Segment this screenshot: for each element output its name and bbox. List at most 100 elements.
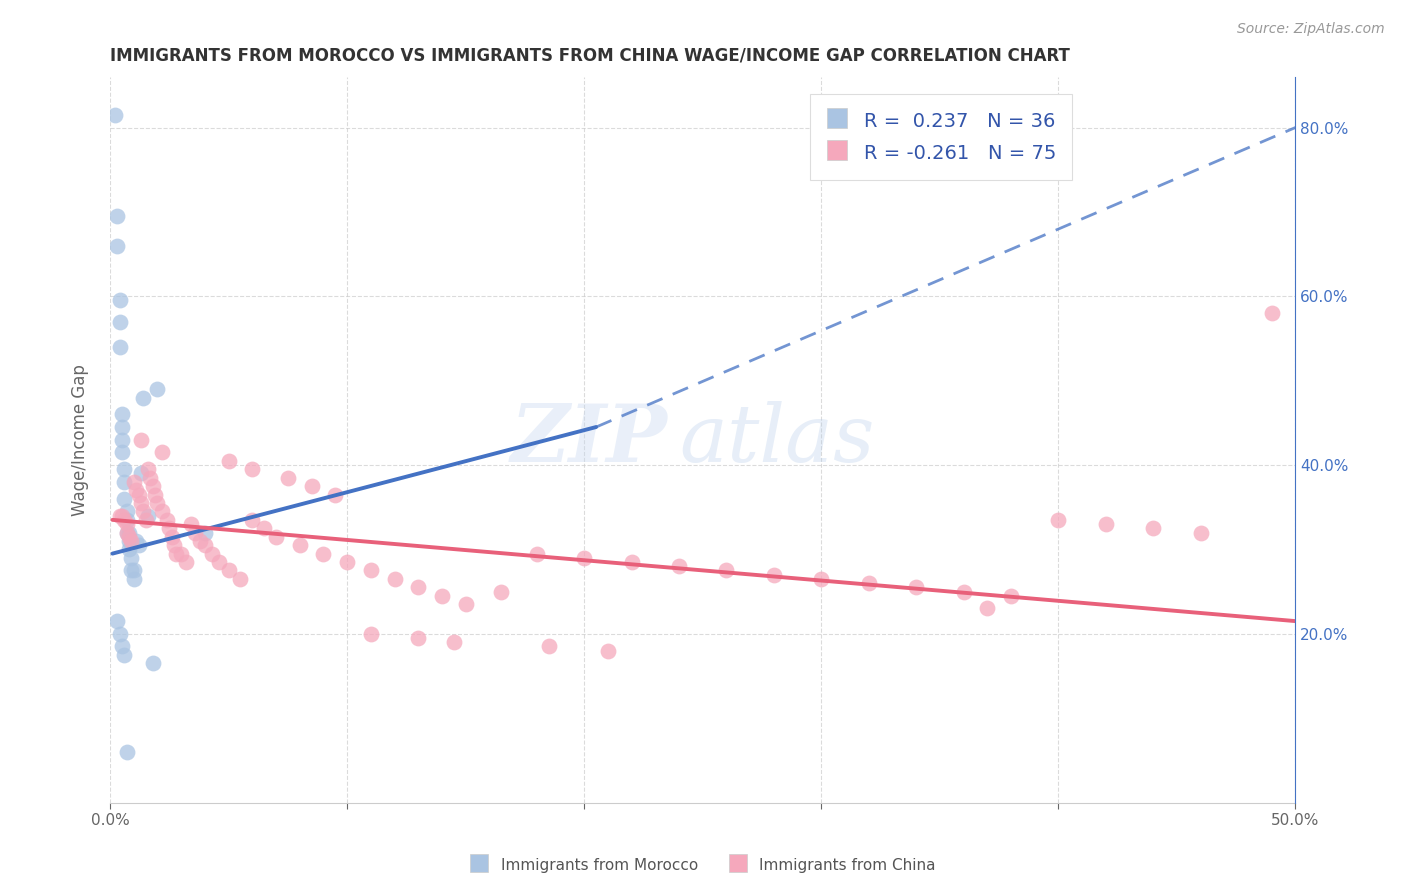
Point — [118, 530, 141, 544]
Point — [312, 547, 335, 561]
Point — [150, 504, 173, 518]
Point — [108, 340, 131, 354]
Point — [118, 525, 141, 540]
Text: IMMIGRANTS FROM MOROCCO VS IMMIGRANTS FROM CHINA WAGE/INCOME GAP CORRELATION CHA: IMMIGRANTS FROM MOROCCO VS IMMIGRANTS FR… — [110, 46, 1070, 64]
Point — [115, 525, 138, 540]
Point — [406, 631, 429, 645]
Point — [537, 640, 560, 654]
Point — [115, 513, 138, 527]
Point — [150, 445, 173, 459]
Point — [115, 517, 138, 532]
Point — [526, 547, 548, 561]
Point — [111, 433, 134, 447]
Point — [132, 391, 155, 405]
Point — [264, 530, 287, 544]
Point — [360, 627, 382, 641]
Point — [122, 572, 145, 586]
Point — [596, 643, 619, 657]
Point — [108, 293, 131, 308]
Point — [156, 513, 179, 527]
Point — [288, 538, 311, 552]
Point — [336, 555, 359, 569]
Point — [120, 550, 142, 565]
Point — [115, 504, 138, 518]
Point — [406, 580, 429, 594]
Point — [112, 648, 135, 662]
Point — [157, 521, 180, 535]
Point — [1261, 306, 1284, 320]
Point — [952, 584, 974, 599]
Point — [240, 513, 263, 527]
Point — [112, 475, 135, 489]
Text: atlas: atlas — [679, 401, 875, 478]
Point — [716, 564, 738, 578]
Point — [184, 525, 207, 540]
Point — [111, 408, 134, 422]
Point — [111, 445, 134, 459]
Point — [1094, 517, 1116, 532]
Point — [108, 508, 131, 523]
Point — [132, 504, 155, 518]
Point — [194, 538, 217, 552]
Point — [858, 576, 880, 591]
Point — [620, 555, 643, 569]
Point — [1047, 513, 1070, 527]
Point — [574, 550, 596, 565]
Point — [142, 479, 165, 493]
Point — [976, 601, 998, 615]
Legend: R =  0.237   N = 36, R = -0.261   N = 75: R = 0.237 N = 36, R = -0.261 N = 75 — [810, 94, 1073, 179]
Point — [160, 530, 183, 544]
Point — [491, 584, 513, 599]
Point — [146, 496, 169, 510]
Point — [443, 635, 465, 649]
Point — [810, 572, 832, 586]
Text: ZIP: ZIP — [510, 401, 668, 478]
Point — [194, 525, 217, 540]
Point — [128, 538, 150, 552]
Point — [762, 567, 785, 582]
Point — [454, 597, 477, 611]
Point — [208, 555, 231, 569]
Point — [108, 627, 131, 641]
Point — [105, 238, 128, 252]
Point — [118, 533, 141, 548]
Point — [136, 508, 159, 523]
Point — [240, 462, 263, 476]
Point — [1000, 589, 1022, 603]
Point — [129, 467, 152, 481]
Point — [112, 462, 135, 476]
Point — [135, 513, 157, 527]
Point — [170, 547, 193, 561]
Point — [104, 108, 127, 122]
Point — [111, 420, 134, 434]
Point — [384, 572, 406, 586]
Point — [112, 491, 135, 506]
Point — [125, 533, 148, 548]
Point — [128, 487, 150, 501]
Point — [277, 471, 299, 485]
Point — [163, 538, 186, 552]
Point — [120, 533, 142, 548]
Point — [1189, 525, 1212, 540]
Point — [122, 564, 145, 578]
Y-axis label: Wage/Income Gap: Wage/Income Gap — [72, 364, 89, 516]
Point — [129, 496, 152, 510]
Point — [129, 433, 152, 447]
Point — [166, 547, 188, 561]
Point — [115, 525, 138, 540]
Point — [668, 559, 690, 574]
Point — [136, 462, 159, 476]
Point — [188, 533, 211, 548]
Point — [120, 564, 142, 578]
Text: Source: ZipAtlas.com: Source: ZipAtlas.com — [1237, 22, 1385, 37]
Point — [115, 745, 138, 759]
Point — [111, 640, 134, 654]
Point — [323, 487, 346, 501]
Point — [112, 513, 135, 527]
Point — [905, 580, 928, 594]
Point — [430, 589, 453, 603]
Point — [301, 479, 323, 493]
Point — [218, 564, 240, 578]
Point — [139, 471, 162, 485]
Legend: Immigrants from Morocco, Immigrants from China: Immigrants from Morocco, Immigrants from… — [464, 850, 942, 880]
